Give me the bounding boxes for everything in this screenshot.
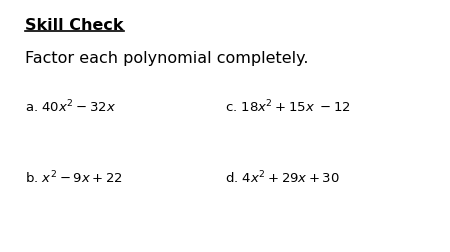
Text: b. $x^2 - 9x + 22$: b. $x^2 - 9x + 22$ [25, 169, 122, 185]
Text: c. $18x^2 + 15x\; - 12$: c. $18x^2 + 15x\; - 12$ [225, 98, 351, 115]
Text: a. $40x^2 - 32x$: a. $40x^2 - 32x$ [25, 98, 116, 115]
Text: Factor each polynomial completely.: Factor each polynomial completely. [25, 50, 308, 65]
Text: Skill Check: Skill Check [25, 18, 123, 33]
Text: d. $4x^2 + 29x + 30$: d. $4x^2 + 29x + 30$ [225, 169, 340, 185]
